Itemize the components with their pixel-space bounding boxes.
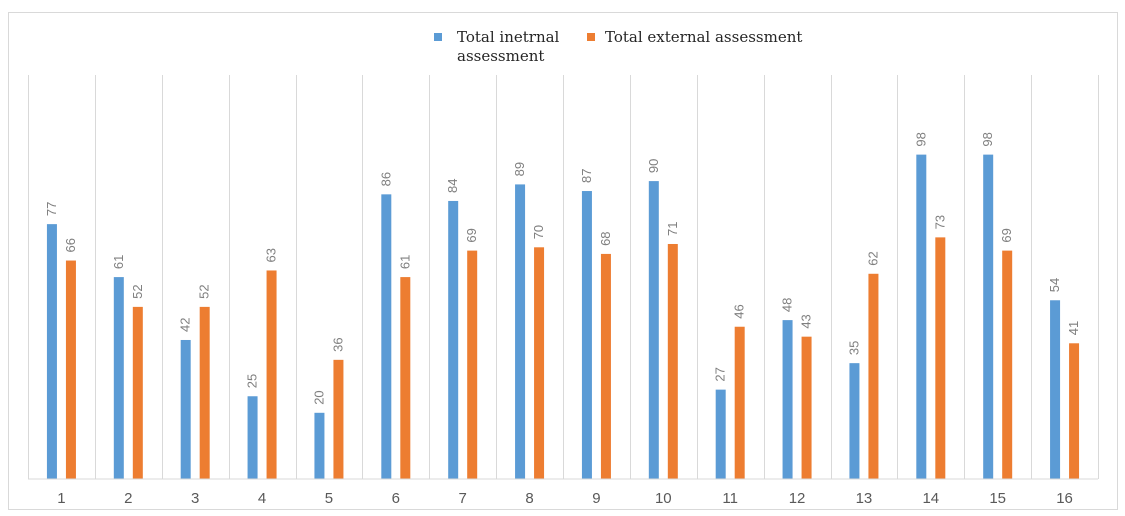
bar-internal bbox=[1050, 300, 1061, 479]
bar-internal bbox=[247, 396, 258, 479]
legend-label-internal: Total inetrnal bbox=[457, 28, 560, 46]
bar-external bbox=[1002, 250, 1013, 479]
legend-label-external: Total external assessment bbox=[605, 28, 802, 46]
data-label-external: 73 bbox=[932, 215, 947, 229]
bar-internal bbox=[782, 320, 793, 479]
bar-external bbox=[65, 260, 76, 479]
bars bbox=[46, 154, 1080, 479]
bar-internal bbox=[381, 194, 392, 479]
data-label-internal: 35 bbox=[846, 341, 861, 355]
data-label-external: 52 bbox=[130, 284, 145, 298]
data-label-external: 52 bbox=[197, 284, 212, 298]
data-label-internal: 27 bbox=[713, 367, 728, 381]
data-label-external: 66 bbox=[63, 238, 78, 252]
x-tick-label: 8 bbox=[525, 490, 533, 507]
x-tick-label: 3 bbox=[191, 490, 199, 507]
data-label-external: 41 bbox=[1066, 321, 1081, 335]
bar-internal bbox=[983, 154, 994, 479]
data-label-internal: 98 bbox=[980, 132, 995, 146]
data-label-internal: 84 bbox=[445, 178, 460, 192]
x-tick-label: 11 bbox=[722, 490, 738, 507]
x-tick-label: 2 bbox=[124, 490, 132, 507]
data-label-external: 71 bbox=[665, 222, 680, 236]
x-tick-label: 1 bbox=[57, 490, 65, 507]
x-tick-label: 16 bbox=[1056, 490, 1073, 507]
data-label-internal: 90 bbox=[646, 159, 661, 173]
bar-internal bbox=[849, 363, 860, 479]
bar-external bbox=[600, 253, 611, 479]
data-label-internal: 54 bbox=[1047, 278, 1062, 292]
bar-internal bbox=[916, 154, 927, 479]
x-tick-label: 6 bbox=[392, 490, 400, 507]
bar-external bbox=[333, 359, 344, 479]
bar-internal bbox=[515, 184, 526, 479]
bar-internal bbox=[180, 339, 191, 479]
data-label-internal: 61 bbox=[111, 255, 126, 269]
bar-external bbox=[266, 270, 277, 479]
x-tick-label: 9 bbox=[592, 490, 600, 507]
bar-external bbox=[868, 273, 879, 479]
data-label-external: 63 bbox=[264, 248, 279, 262]
x-tick-label: 10 bbox=[655, 490, 672, 507]
data-label-external: 62 bbox=[865, 251, 880, 265]
data-label-external: 36 bbox=[330, 337, 345, 351]
bar-external bbox=[1069, 343, 1080, 479]
bar-external bbox=[467, 250, 478, 479]
bar-internal bbox=[113, 277, 124, 479]
bar-external bbox=[534, 247, 545, 479]
bar-external bbox=[801, 336, 812, 479]
data-label-internal: 87 bbox=[579, 169, 594, 183]
data-label-internal: 86 bbox=[378, 172, 393, 186]
legend-swatch-internal bbox=[434, 33, 442, 41]
data-label-internal: 98 bbox=[913, 132, 928, 146]
x-tick-label: 5 bbox=[325, 490, 333, 507]
bar-internal bbox=[46, 224, 57, 479]
bar-external bbox=[400, 277, 411, 479]
bar-external bbox=[667, 243, 678, 479]
data-label-external: 70 bbox=[531, 225, 546, 239]
data-label-internal: 77 bbox=[44, 202, 59, 216]
data-labels: 77 66 61 52 42 52 25 63 20 36 86 61 84 69 89 70 87 68 90 71… bbox=[44, 132, 1081, 405]
data-label-external: 61 bbox=[397, 255, 412, 269]
x-tick-label: 13 bbox=[856, 490, 873, 507]
data-label-internal: 42 bbox=[178, 318, 193, 332]
bar-external bbox=[199, 306, 210, 479]
x-tick-label: 12 bbox=[789, 490, 806, 507]
bar-external bbox=[132, 306, 143, 479]
x-tick-label: 15 bbox=[989, 490, 1006, 507]
x-tick-labels: 1 2 3 4 5 6 7 8 9 10 11 12 13 14 15 16 bbox=[57, 490, 1073, 507]
data-label-internal: 89 bbox=[512, 162, 527, 176]
bar-internal bbox=[648, 181, 659, 479]
data-label-internal: 20 bbox=[311, 390, 326, 404]
bar-external bbox=[935, 237, 946, 479]
bar-internal bbox=[314, 412, 325, 479]
bar-external bbox=[734, 326, 745, 479]
legend-label-internal-line2: assessment bbox=[457, 47, 544, 65]
bar-internal bbox=[715, 389, 726, 479]
data-label-external: 46 bbox=[732, 304, 747, 318]
x-tick-label: 7 bbox=[459, 490, 467, 507]
legend: Total inetrnal assessment Total external… bbox=[434, 28, 802, 65]
x-tick-label: 14 bbox=[922, 490, 939, 507]
x-tick-label: 4 bbox=[258, 490, 266, 507]
data-label-external: 43 bbox=[799, 314, 814, 328]
bar-internal bbox=[581, 191, 592, 479]
bar-internal bbox=[448, 200, 459, 479]
data-label-external: 69 bbox=[464, 228, 479, 242]
legend-swatch-external bbox=[587, 33, 595, 41]
data-label-external: 69 bbox=[999, 228, 1014, 242]
gridlines bbox=[28, 75, 1099, 479]
data-label-internal: 48 bbox=[780, 298, 795, 312]
data-label-external: 68 bbox=[598, 231, 613, 245]
data-label-internal: 25 bbox=[245, 374, 260, 388]
